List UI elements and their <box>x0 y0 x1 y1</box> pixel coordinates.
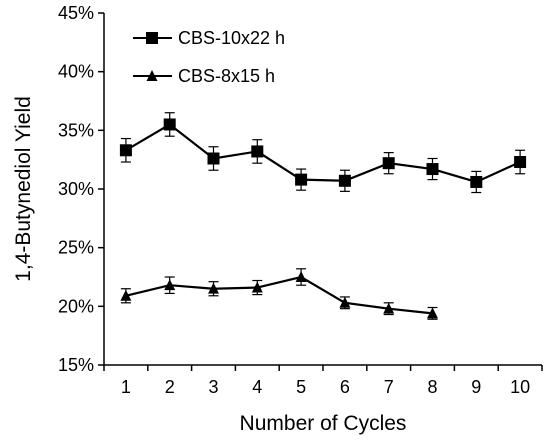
data-point-triangle <box>383 302 395 314</box>
y-tick-label: 40% <box>58 62 94 82</box>
x-tick-label: 4 <box>252 377 262 397</box>
series-line <box>125 123 521 184</box>
x-tick-label: 7 <box>384 377 394 397</box>
x-tick-label: 8 <box>427 377 437 397</box>
legend-label-cbs-8x15: CBS-8x15 h <box>178 66 275 86</box>
y-tick-label: 45% <box>58 3 94 23</box>
data-point-square <box>338 174 351 187</box>
x-tick-label: 9 <box>471 377 481 397</box>
x-tick-label: 10 <box>510 377 530 397</box>
data-point-square <box>251 145 264 158</box>
y-tick-label: 15% <box>58 355 94 375</box>
legend-triangle <box>146 70 158 81</box>
legend-square <box>146 32 158 44</box>
data-point-triangle <box>164 279 176 291</box>
y-ticks: 15% 20% 25% 30% 35% 40% 45% <box>58 3 104 375</box>
legend: CBS-10x22 h CBS-8x15 h <box>133 28 285 86</box>
legend-square-marker <box>146 32 158 44</box>
x-tick-label: 1 <box>121 377 131 397</box>
data-point-triangle <box>295 271 307 282</box>
data-point-square <box>295 173 308 186</box>
x-tick-label: 5 <box>296 377 306 397</box>
data-point-triangle <box>120 289 132 301</box>
y-axis-title: 1,4-Butynediol Yield <box>12 96 35 282</box>
y-tick-label: 30% <box>58 179 94 199</box>
legend-triangle-marker <box>146 70 158 81</box>
x-ticks: 1 2 3 4 5 6 7 8 9 10 <box>103 365 543 397</box>
data-point-triangle <box>251 281 263 293</box>
series-cbs-8x15 <box>120 268 438 320</box>
y-tick-label: 20% <box>58 296 94 316</box>
legend-label-cbs-10x22: CBS-10x22 h <box>178 28 285 48</box>
data-point-square <box>426 163 439 176</box>
data-point-square <box>207 152 220 165</box>
x-axis-title: Number of Cycles <box>240 412 407 435</box>
data-point-triangle <box>208 282 219 294</box>
series-line <box>125 275 433 315</box>
y-tick-label: 35% <box>58 120 94 140</box>
y-tick-label: 25% <box>58 238 94 258</box>
x-tick-label: 3 <box>208 377 218 397</box>
x-tick-label: 2 <box>165 377 175 397</box>
x-tick-label: 6 <box>340 377 350 397</box>
series <box>119 112 527 320</box>
data-point-square <box>119 144 132 157</box>
series-cbs-10x22 <box>119 112 527 194</box>
data-point-square <box>382 157 395 170</box>
data-point-square <box>470 175 483 188</box>
data-point-triangle <box>427 307 438 319</box>
data-point-square <box>163 118 176 131</box>
data-point-triangle <box>339 296 351 308</box>
data-point-square <box>514 156 527 169</box>
